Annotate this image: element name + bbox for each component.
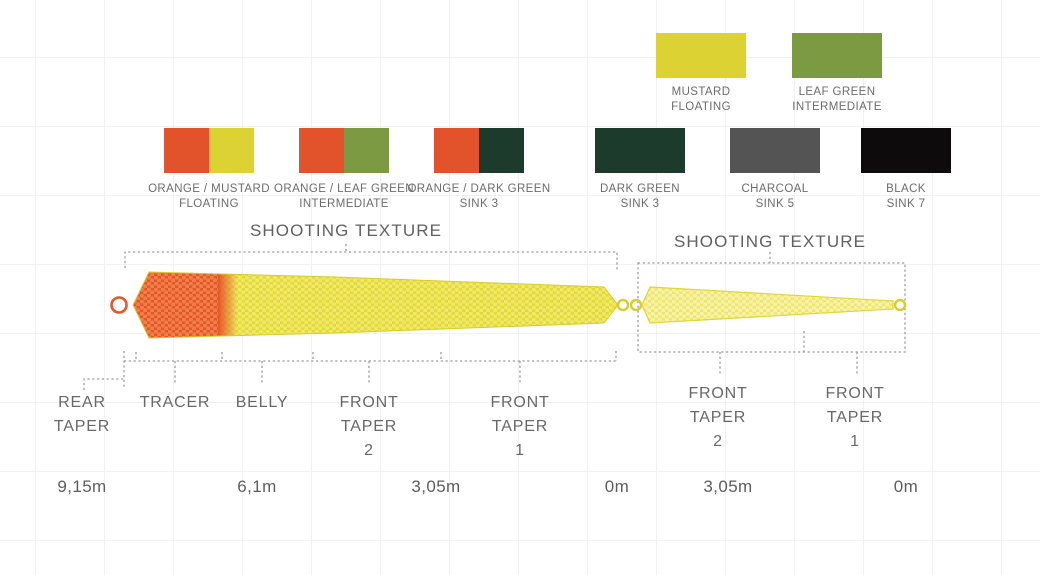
main-line-body xyxy=(133,272,618,338)
front-welded-loop-running xyxy=(893,298,907,312)
swatch-color xyxy=(595,128,685,173)
running-line-body xyxy=(641,286,894,324)
main-line-segment-bracket xyxy=(83,351,617,390)
legend-label-black: BLACK SINK 7 xyxy=(886,183,926,210)
swatch-color-right xyxy=(479,128,524,173)
segment-label-belly: BELLY xyxy=(235,394,289,411)
legend-label-charcoal: CHARCOAL SINK 5 xyxy=(741,183,809,210)
swatch-orange-leaf-green xyxy=(299,128,389,173)
swatch-color xyxy=(730,128,820,173)
fly-line-main-profile xyxy=(110,271,630,339)
legend-label-orange-mustard: ORANGE / MUSTARD FLOATING xyxy=(148,183,270,210)
swatch-color-left xyxy=(434,128,479,173)
swatch-mustard-floating xyxy=(656,33,746,78)
legend-label-orange-dark-green: ORANGE / DARK GREEN SINK 3 xyxy=(407,183,551,210)
swatch-charcoal xyxy=(730,128,820,173)
swatch-leaf-green-intermediate xyxy=(792,33,882,78)
swatch-dark-green xyxy=(595,128,685,173)
measurement-belly-start: 6,1m xyxy=(237,477,277,496)
legend-label-orange-leaf-green: ORANGE / LEAF GREEN INTERMEDIATE xyxy=(274,183,414,210)
swatch-color-right xyxy=(209,128,254,173)
measurement-rear: 9,15m xyxy=(57,477,107,496)
swatch-color-right xyxy=(344,128,389,173)
swatch-orange-dark-green xyxy=(434,128,524,173)
segment-label-front-taper-2: FRONT TAPER 2 xyxy=(339,394,399,459)
measurement-front-taper-2: 3,05m xyxy=(411,477,461,496)
swatch-color-left xyxy=(299,128,344,173)
shooting-texture-label-running: SHOOTING TEXTURE xyxy=(673,232,867,251)
swatch-color xyxy=(656,33,746,78)
segment-label-running-front-taper-1: FRONT TAPER 1 xyxy=(825,385,885,450)
swatch-black xyxy=(861,128,951,173)
fly-line-running-profile xyxy=(629,286,907,324)
legend-label-leaf-green-intermediate: LEAF GREEN INTERMEDIATE xyxy=(792,86,882,113)
segment-label-running-front-taper-2: FRONT TAPER 2 xyxy=(688,385,748,450)
shooting-texture-bracket-main xyxy=(124,244,618,270)
swatch-color-left xyxy=(164,128,209,173)
segment-label-rear-taper: REAR TAPER xyxy=(53,394,111,435)
shooting-texture-box-running xyxy=(637,252,906,375)
shooting-texture-label-main: SHOOTING TEXTURE xyxy=(249,221,443,240)
swatch-orange-mustard xyxy=(164,128,254,173)
measurement-tip-main: 0m xyxy=(604,477,630,496)
swatch-color xyxy=(861,128,951,173)
rear-welded-loop-running xyxy=(629,298,643,312)
segment-label-front-taper-1: FRONT TAPER 1 xyxy=(490,394,550,459)
legend-label-dark-green: DARK GREEN SINK 3 xyxy=(599,183,681,210)
measurement-tip-running: 0m xyxy=(893,477,919,496)
tracer-section xyxy=(133,272,238,338)
measurement-running-front-taper-2: 3,05m xyxy=(703,477,753,496)
segment-label-tracer: TRACER xyxy=(139,394,211,411)
legend-label-mustard-floating: MUSTARD FLOATING xyxy=(671,86,731,113)
front-welded-loop-main xyxy=(616,298,630,312)
rear-welded-loop xyxy=(110,296,128,314)
swatch-color xyxy=(792,33,882,78)
